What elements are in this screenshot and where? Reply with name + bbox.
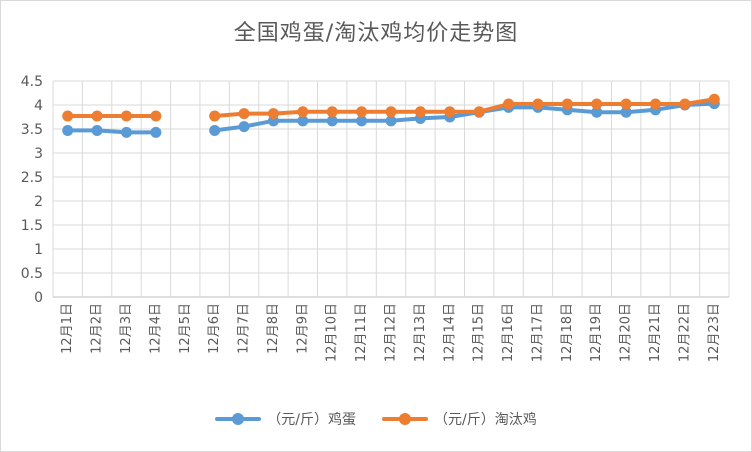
data-point-0 [385,115,397,127]
data-point-1 [297,106,309,118]
chart-legend: （元/斤）鸡蛋 （元/斤）淘汰鸡 [1,409,751,429]
data-point-1 [620,98,632,110]
x-tick-label: 12月10日 [325,303,340,362]
x-tick-label: 12月8日 [266,303,281,354]
y-tick-label: 4 [34,98,43,114]
x-tick-label: 12月4日 [148,303,163,354]
data-point-1 [650,98,662,110]
y-tick-label: 4.5 [21,74,43,90]
data-point-0 [297,115,309,127]
data-point-1 [591,98,603,110]
data-point-1 [708,93,720,105]
data-point-0 [238,121,250,133]
data-point-1 [209,110,221,122]
x-tick-label: 12月9日 [295,303,310,354]
data-point-1 [444,106,456,118]
data-point-1 [326,106,338,118]
data-point-0 [620,106,632,118]
data-point-1 [503,98,515,110]
data-point-1 [267,108,279,120]
x-tick-label: 12月11日 [354,303,369,362]
data-point-1 [532,98,544,110]
x-tick-label: 12月7日 [237,303,252,354]
x-tick-label: 12月17日 [530,303,545,362]
data-point-1 [473,106,485,118]
y-tick-label: 3 [34,146,43,162]
x-tick-label: 12月1日 [60,303,75,354]
y-tick-label: 2.5 [21,170,43,186]
legend-item-eggs: （元/斤）鸡蛋 [215,409,356,429]
legend-label-eggs: （元/斤）鸡蛋 [267,412,356,428]
y-tick-label: 0.5 [21,266,43,282]
data-point-0 [591,106,603,118]
x-tick-label: 12月15日 [472,303,487,362]
data-point-1 [385,106,397,118]
x-tick-label: 12月16日 [501,303,516,362]
x-tick-label: 12月18日 [560,303,575,362]
data-point-1 [356,106,368,118]
data-point-1 [91,110,103,122]
y-tick-label: 1.5 [21,218,43,234]
x-tick-label: 12月22日 [677,303,692,362]
x-tick-label: 12月23日 [707,303,722,362]
y-tick-label: 3.5 [21,122,43,138]
legend-marker-culled-hen [382,412,428,426]
x-tick-label: 12月14日 [442,303,457,362]
data-point-1 [120,110,132,122]
x-tick-label: 12月21日 [648,303,663,362]
data-point-0 [209,124,221,136]
y-tick-label: 2 [34,194,43,210]
data-point-1 [679,98,691,110]
data-point-0 [150,126,162,138]
data-point-1 [62,110,74,122]
data-point-0 [62,124,74,136]
data-point-1 [238,108,250,120]
y-tick-label: 0 [34,290,43,306]
data-point-1 [150,110,162,122]
data-point-0 [356,115,368,127]
x-tick-label: 12月12日 [384,303,399,362]
legend-label-culled-hen: （元/斤）淘汰鸡 [434,412,537,428]
x-tick-label: 12月3日 [119,303,134,354]
x-tick-label: 12月6日 [207,303,222,354]
y-tick-label: 1 [34,242,43,258]
data-point-0 [326,115,338,127]
x-tick-label: 12月13日 [413,303,428,362]
legend-marker-eggs [215,412,262,426]
x-tick-label: 12月19日 [589,303,604,362]
x-tick-label: 12月5日 [178,303,193,354]
chart-title: 全国鸡蛋/淘汰鸡均价走势图 [233,21,519,46]
x-tick-label: 12月2日 [90,303,105,354]
data-point-1 [561,98,573,110]
legend-item-culled-hen: （元/斤）淘汰鸡 [382,409,537,429]
x-tick-label: 12月20日 [619,303,634,362]
data-point-0 [120,126,132,138]
data-point-1 [414,106,426,118]
data-point-0 [91,124,103,136]
